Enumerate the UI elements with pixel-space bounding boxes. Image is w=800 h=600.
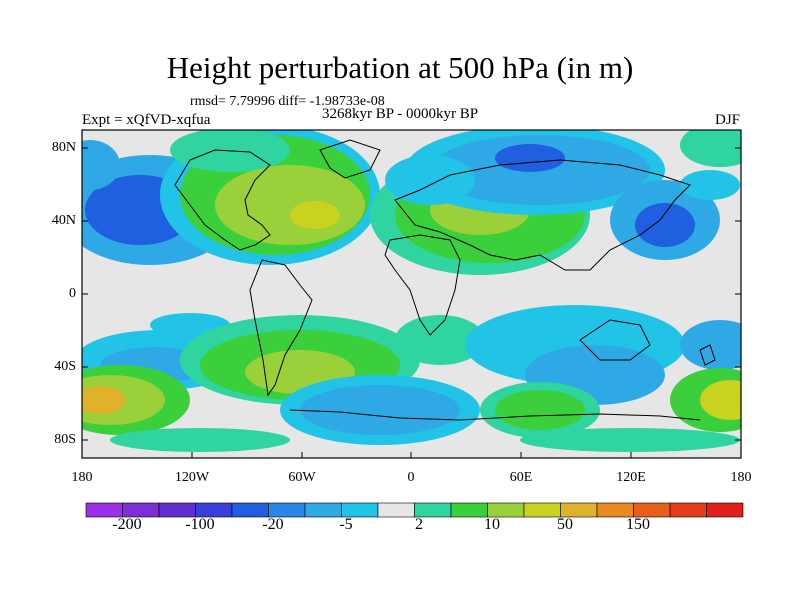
colorbar-swatch: [706, 502, 744, 518]
coastlines: [174, 139, 716, 421]
colorbar: [85, 502, 744, 518]
colorbar-swatch: [341, 502, 379, 518]
colorbar-swatch: [560, 502, 598, 518]
colorbar-swatch: [669, 502, 707, 518]
colorbar-swatch: [450, 502, 488, 518]
colorbar-swatch: [304, 502, 342, 518]
lat-tick-80n: 80N: [51, 140, 76, 155]
colorbar-swatch: [414, 502, 452, 518]
colorbar-swatch: [487, 502, 525, 518]
colorbar-swatch: [596, 502, 634, 518]
lon-tick-180w: 180: [71, 470, 93, 485]
colorbar-label-5: 2: [415, 516, 423, 533]
lon-tick-0: 0: [407, 470, 415, 485]
colorbar-swatch: [633, 502, 671, 518]
lat-tick-80s: 80S: [54, 432, 76, 447]
map-title: Height perturbation at 500 hPa (in m): [166, 50, 634, 85]
colorbar-swatch: [195, 502, 233, 518]
colorbar-swatch: [268, 502, 306, 518]
period-line: 3268kyr BP - 0000kyr BP: [322, 106, 479, 122]
lon-tick-60w: 60W: [288, 470, 316, 485]
lat-tick-0: 0: [69, 286, 76, 301]
colorbar-swatch: [122, 502, 160, 518]
colorbar-swatch: [158, 502, 196, 518]
lon-tick-120w: 120W: [174, 470, 210, 485]
colorbar-swatch: [231, 502, 269, 518]
lat-tick-40n: 40N: [51, 213, 76, 228]
colorbar-label-8: 150: [626, 516, 650, 533]
axis-ticks: [81, 147, 742, 458]
experiment-label: Expt = xQfVD-xqfua: [82, 112, 211, 128]
colorbar-swatch: [523, 502, 561, 518]
colorbar-label-6: 10: [484, 516, 500, 533]
colorbar-label-7: 50: [557, 516, 573, 533]
colorbar-label-3: -20: [262, 516, 284, 533]
lon-tick-180e: 180: [730, 470, 752, 485]
colorbar-swatch: [85, 502, 123, 518]
colorbar-swatch: [377, 502, 415, 518]
stats-line: rmsd= 7.79996 diff= -1.98733e-08: [190, 94, 385, 109]
lat-tick-40s: 40S: [54, 359, 76, 374]
colorbar-label-4: -5: [339, 516, 353, 533]
colorbar-label-2: -100: [185, 516, 215, 533]
season-label: DJF: [714, 112, 740, 128]
lon-tick-120e: 120E: [616, 470, 646, 485]
colorbar-label-1: -200: [112, 516, 142, 533]
lon-tick-60e: 60E: [509, 470, 533, 485]
